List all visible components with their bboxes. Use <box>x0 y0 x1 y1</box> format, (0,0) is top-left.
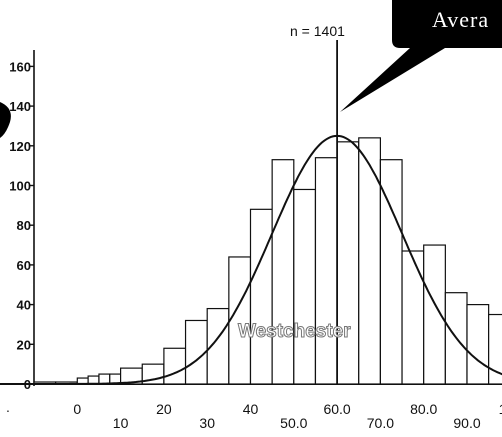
x-tick-label: 10 <box>113 415 129 431</box>
y-tick-label: 100 <box>9 179 31 194</box>
sample-size-label: n = 1401 <box>290 23 345 39</box>
histogram-bar <box>358 137 381 385</box>
y-tick-label: 0 <box>24 377 31 392</box>
callout-text: Avera <box>432 7 489 32</box>
y-tick-label: 120 <box>9 139 31 154</box>
histogram-bar <box>293 188 317 385</box>
x-tick-label: 50.0 <box>280 415 307 431</box>
y-tick-label: 20 <box>17 337 31 352</box>
left-edge-blob <box>0 102 11 138</box>
bars-group <box>33 137 502 385</box>
x-tick-label: 70.0 <box>367 415 394 431</box>
histogram-bar <box>488 313 502 385</box>
x-tick-label: 100 <box>499 401 502 417</box>
y-tick-label: 80 <box>17 218 31 233</box>
x-tick-label: 20 <box>156 401 172 417</box>
x-tick-label: 30 <box>199 415 215 431</box>
y-tick-label: 60 <box>17 258 31 273</box>
y-tick-label: 140 <box>9 99 31 114</box>
watermark-westchester: Westchester <box>238 321 351 342</box>
x-tick-label: 40 <box>243 401 259 417</box>
stray-dot: . <box>6 399 10 415</box>
x-tick-label: 60.0 <box>323 401 350 417</box>
histogram-bar <box>314 157 338 385</box>
y-tick-label: 40 <box>17 298 31 313</box>
annotations-group: Avera Westchester n = 1401 <box>0 0 502 343</box>
histogram-bar <box>249 208 273 385</box>
histogram-bar <box>336 141 360 385</box>
histogram-bar <box>423 244 446 385</box>
histogram-bar <box>466 304 490 385</box>
histogram-bar <box>401 250 425 385</box>
curve-group <box>34 40 502 385</box>
y-tick-label: 160 <box>9 59 31 74</box>
x-tick-label: 80.0 <box>410 401 437 417</box>
histogram-bar <box>163 347 187 385</box>
x-tick-label: 0 <box>73 401 81 417</box>
callout-bubble <box>340 0 502 112</box>
x-tick-label: 90.0 <box>453 415 480 431</box>
normal-curve <box>34 134 502 385</box>
